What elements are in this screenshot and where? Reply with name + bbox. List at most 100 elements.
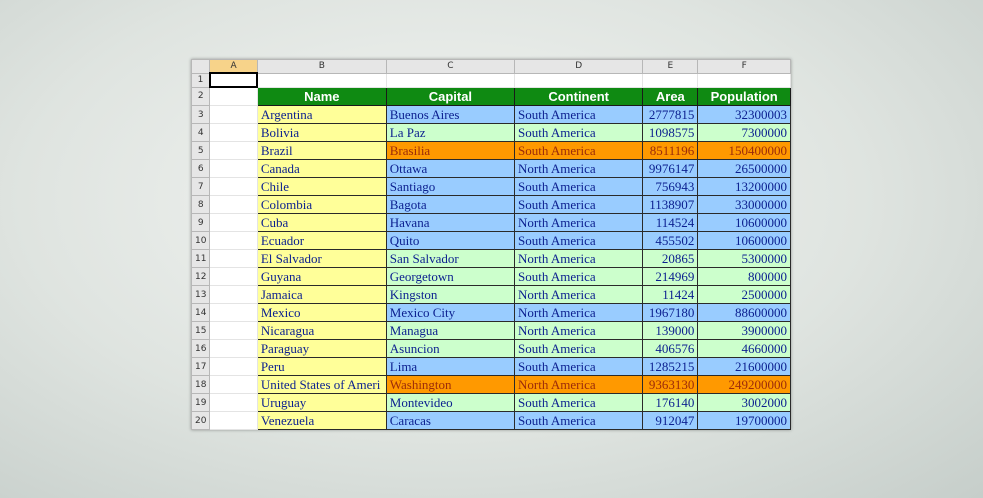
cell[interactable] [209,267,258,286]
population-cell[interactable]: 3900000 [697,321,791,340]
name-cell[interactable]: Guyana [256,267,387,286]
population-cell[interactable]: 88600000 [697,303,791,322]
column-header-e[interactable]: E [642,59,699,74]
row-header[interactable]: 10 [190,231,211,250]
continent-cell[interactable]: South America [513,357,644,376]
cell[interactable] [209,177,258,196]
continent-cell[interactable]: South America [513,231,644,250]
area-cell[interactable]: 1098575 [642,123,699,142]
row-header[interactable]: 16 [190,339,211,358]
row-header[interactable]: 14 [190,303,211,322]
capital-cell[interactable]: Georgetown [385,267,516,286]
area-cell[interactable]: 1967180 [642,303,699,322]
row-header[interactable]: 8 [190,195,211,214]
population-cell[interactable]: 33000000 [697,195,791,214]
continent-cell[interactable]: South America [513,339,644,358]
capital-cell[interactable]: Bagota [385,195,516,214]
population-cell[interactable]: 150400000 [697,141,791,160]
name-cell[interactable]: Colombia [256,195,387,214]
cell[interactable] [209,321,258,340]
area-cell[interactable]: 176140 [642,393,699,412]
capital-cell[interactable]: Washington [385,375,516,394]
continent-cell[interactable]: North America [513,375,644,394]
area-cell[interactable]: 1285215 [642,357,699,376]
population-cell[interactable]: 7300000 [697,123,791,142]
capital-cell[interactable]: Brasilia [385,141,516,160]
header-area[interactable]: Area [642,86,699,106]
area-cell[interactable]: 11424 [642,285,699,304]
capital-cell[interactable]: Caracas [385,411,516,430]
header-population[interactable]: Population [697,86,791,106]
population-cell[interactable]: 21600000 [697,357,791,376]
name-cell[interactable]: Nicaragua [256,321,387,340]
row-header[interactable]: 19 [190,393,211,412]
name-cell[interactable]: Bolivia [256,123,387,142]
row-header[interactable]: 3 [190,105,211,124]
name-cell[interactable]: Peru [256,357,387,376]
area-cell[interactable]: 139000 [642,321,699,340]
cell[interactable] [209,303,258,322]
name-cell[interactable]: Paraguay [256,339,387,358]
continent-cell[interactable]: North America [513,303,644,322]
header-capital[interactable]: Capital [385,86,516,106]
row-header[interactable]: 12 [190,267,211,286]
capital-cell[interactable]: La Paz [385,123,516,142]
cell[interactable] [209,249,258,268]
capital-cell[interactable]: Quito [385,231,516,250]
area-cell[interactable]: 9976147 [642,159,699,178]
row-header[interactable]: 6 [190,159,211,178]
area-cell[interactable]: 8511196 [642,141,699,160]
population-cell[interactable]: 3002000 [697,393,791,412]
row-header[interactable]: 9 [190,213,211,232]
continent-cell[interactable]: South America [513,411,644,430]
capital-cell[interactable]: Buenos Aires [385,105,516,124]
capital-cell[interactable]: Managua [385,321,516,340]
area-cell[interactable]: 912047 [642,411,699,430]
area-cell[interactable]: 756943 [642,177,699,196]
name-cell[interactable]: Jamaica [256,285,387,304]
area-cell[interactable]: 1138907 [642,195,699,214]
capital-cell[interactable]: Ottawa [385,159,516,178]
name-cell[interactable]: Brazil [256,141,387,160]
population-cell[interactable]: 32300003 [697,105,791,124]
cell[interactable] [209,285,258,304]
continent-cell[interactable]: South America [513,177,644,196]
cell[interactable] [209,231,258,250]
capital-cell[interactable]: Havana [385,213,516,232]
continent-cell[interactable]: South America [513,267,644,286]
population-cell[interactable]: 4660000 [697,339,791,358]
row-header[interactable]: 18 [190,375,211,394]
name-cell[interactable]: Cuba [256,213,387,232]
capital-cell[interactable]: Lima [385,357,516,376]
name-cell[interactable]: Uruguay [256,393,387,412]
cell[interactable] [209,213,258,232]
capital-cell[interactable]: Kingston [385,285,516,304]
continent-cell[interactable]: North America [513,321,644,340]
row-header[interactable]: 7 [190,177,211,196]
area-cell[interactable]: 9363130 [642,375,699,394]
cell[interactable] [209,159,258,178]
header-continent[interactable]: Continent [513,86,644,106]
area-cell[interactable]: 455502 [642,231,699,250]
row-header[interactable]: 15 [190,321,211,340]
capital-cell[interactable]: Mexico City [385,303,516,322]
capital-cell[interactable]: Asuncion [385,339,516,358]
row-header[interactable]: 2 [190,86,211,106]
continent-cell[interactable]: South America [513,195,644,214]
name-cell[interactable]: El Salvador [256,249,387,268]
continent-cell[interactable]: North America [513,213,644,232]
row-header[interactable]: 20 [190,411,211,430]
population-cell[interactable]: 5300000 [697,249,791,268]
area-cell[interactable]: 406576 [642,339,699,358]
name-cell[interactable]: Canada [256,159,387,178]
population-cell[interactable]: 800000 [697,267,791,286]
cell[interactable] [697,72,791,88]
area-cell[interactable]: 2777815 [642,105,699,124]
population-cell[interactable]: 19700000 [697,411,791,430]
population-cell[interactable]: 26500000 [697,159,791,178]
continent-cell[interactable]: South America [513,141,644,160]
cell[interactable] [385,72,516,88]
cell[interactable] [209,123,258,142]
header-name[interactable]: Name [256,86,387,106]
cell[interactable] [209,411,258,430]
